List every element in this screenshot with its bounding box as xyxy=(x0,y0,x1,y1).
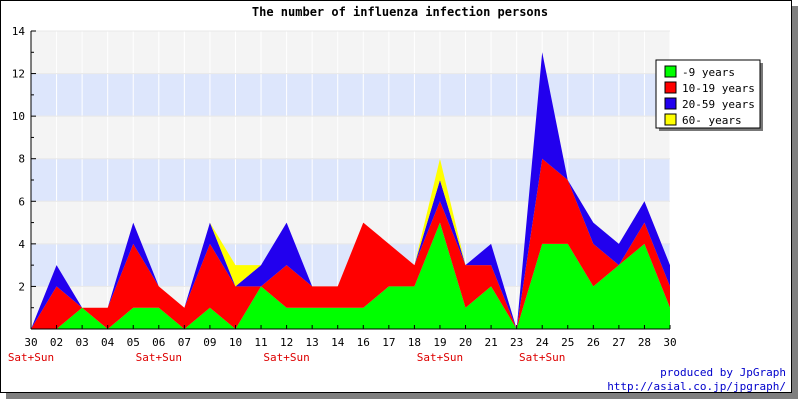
area-9-years xyxy=(31,222,670,329)
credit-url[interactable]: http://asial.co.jp/jpgraph/ xyxy=(607,380,786,393)
x-tick-label: 17 xyxy=(382,336,395,349)
credit-line-1: produced by JpGraph xyxy=(660,366,786,379)
legend-swatch xyxy=(664,81,677,94)
chart-title: The number of influenza infection person… xyxy=(252,5,548,19)
legend-label: 20-59 years xyxy=(682,98,755,111)
x-tick-label: 10 xyxy=(229,336,242,349)
x-tick-label: 03 xyxy=(75,336,88,349)
legend-label: 60- years xyxy=(682,114,742,127)
weekend-label: Sat+Sun xyxy=(8,351,54,364)
weekend-label: Sat+Sun xyxy=(519,351,565,364)
x-tick-label: 13 xyxy=(306,336,319,349)
frame-shadow-right xyxy=(792,6,798,399)
x-tick-label: 07 xyxy=(178,336,191,349)
legend-swatch xyxy=(664,97,677,110)
y-tick-label: 4 xyxy=(18,238,25,251)
x-tick-label: 14 xyxy=(331,336,345,349)
x-tick-label: 30 xyxy=(663,336,676,349)
x-tick-label: 21 xyxy=(484,336,497,349)
x-tick-label: 09 xyxy=(203,336,216,349)
y-tick-label: 8 xyxy=(18,153,25,166)
y-tick-label: 10 xyxy=(12,110,25,123)
weekend-label: Sat+Sun xyxy=(417,351,463,364)
x-tick-label: 02 xyxy=(50,336,63,349)
x-tick-label: 23 xyxy=(510,336,523,349)
y-tick-label: 2 xyxy=(18,280,25,293)
legend-swatch xyxy=(664,65,677,78)
legend-label: -9 years xyxy=(682,66,735,79)
x-tick-label: 26 xyxy=(587,336,600,349)
x-tick-label: 20 xyxy=(459,336,472,349)
area-10-19-years xyxy=(31,158,670,329)
y-tick-label: 12 xyxy=(12,68,25,81)
x-tick-label: 18 xyxy=(408,336,421,349)
x-tick-label: 30 xyxy=(24,336,37,349)
x-tick-label: 16 xyxy=(357,336,370,349)
x-tick-label: 24 xyxy=(536,336,550,349)
frame-shadow-bottom xyxy=(6,393,798,399)
y-tick-label: 14 xyxy=(12,25,26,38)
weekend-label: Sat+Sun xyxy=(136,351,182,364)
x-tick-label: 05 xyxy=(127,336,140,349)
x-tick-label: 27 xyxy=(612,336,625,349)
legend-label: 10-19 years xyxy=(682,82,755,95)
x-tick-label: 11 xyxy=(254,336,267,349)
stacked-areas xyxy=(31,52,670,329)
x-tick-label: 12 xyxy=(280,336,293,349)
background-band xyxy=(31,116,670,159)
background-band xyxy=(31,73,670,117)
y-tick-label: 6 xyxy=(18,195,25,208)
weekend-label: Sat+Sun xyxy=(263,351,309,364)
x-tick-label: 04 xyxy=(101,336,115,349)
legend: -9 years 10-19 years 20-59 years 60- years xyxy=(655,59,763,131)
background-band xyxy=(31,31,670,74)
x-tick-label: 06 xyxy=(152,336,165,349)
x-tick-label: 19 xyxy=(433,336,446,349)
x-tick-label: 25 xyxy=(561,336,574,349)
x-tick-label: 28 xyxy=(638,336,651,349)
legend-swatch xyxy=(664,113,677,126)
